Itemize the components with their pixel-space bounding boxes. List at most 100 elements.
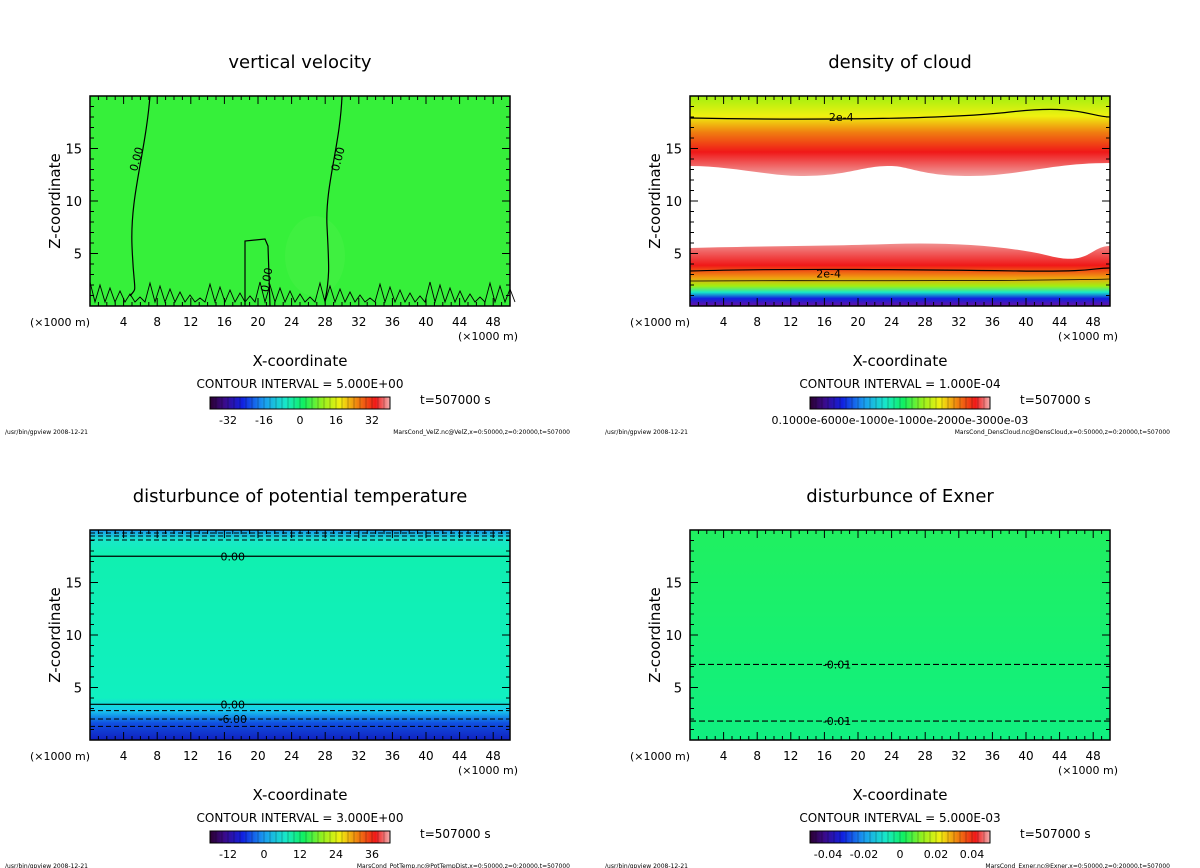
x-tick-label: 36 <box>985 315 1000 329</box>
time-label: t=507000 s <box>1020 393 1091 407</box>
footer-right: MarsCond_DensCloud.nc@DensCloud,x=0:5000… <box>955 429 1170 436</box>
x-unit-label: (×1000 m) <box>1058 330 1118 343</box>
axes: 4 8 12 16 20 24 28 32 36 40 44 4851015Z-coordinateX… <box>30 529 518 804</box>
y-tick-label: 5 <box>674 682 682 697</box>
x-tick-label: 40 <box>418 749 433 763</box>
time-label: t=507000 s <box>420 393 491 407</box>
colorbar-tick-label: -16 <box>255 414 273 427</box>
chart-title: density of cloud <box>828 52 972 73</box>
contour-label: 2e-4 <box>829 111 854 124</box>
y-tick-label: 10 <box>665 629 682 644</box>
x-tick-label: 20 <box>850 749 865 763</box>
contour-lines <box>90 532 510 727</box>
x-tick-label: 16 <box>217 315 232 329</box>
contour-label: 0.00 <box>127 146 146 173</box>
colorbar: -0.04 -0.02 0 0.02 0.04 <box>809 830 991 861</box>
x-axis-label: X-coordinate <box>253 786 348 804</box>
x-tick-label: 24 <box>884 749 899 763</box>
time-label: t=507000 s <box>1020 827 1091 841</box>
x-tick-label: 8 <box>153 315 161 329</box>
colorbar-tick-label: -12 <box>219 848 237 861</box>
colorbar: 0.1000e-6000e-1000e-1000e-2000e-3000e-03 <box>772 396 1029 427</box>
x-tick-label: 20 <box>850 315 865 329</box>
colorbar-tick-label: 12 <box>293 848 307 861</box>
x-tick-label: 32 <box>951 749 966 763</box>
x-tick-label: 36 <box>385 315 400 329</box>
colorbar-tick-label: 36 <box>365 848 379 861</box>
x-unit-label: (×1000 m) <box>1058 764 1118 777</box>
y-tick-label: 10 <box>65 629 82 644</box>
footer-left: /usr/bin/gpview 2008-12-21 <box>5 429 88 436</box>
x-tick-label: 44 <box>1052 749 1067 763</box>
colorbar: -12 0 12 24 36 <box>209 830 391 861</box>
x-tick-label: 20 <box>250 315 265 329</box>
colorbar-tick-label: 0.1000e-6000e-1000e-1000e-2000e-3000e-03 <box>772 414 1029 427</box>
x-tick-label: 12 <box>783 315 798 329</box>
contour-label: 0.00 <box>258 267 275 293</box>
time-label: t=507000 s <box>420 827 491 841</box>
x-tick-label: 48 <box>486 749 501 763</box>
contour-label: -6.00 <box>219 713 247 726</box>
x-tick-label: 44 <box>452 749 467 763</box>
footer-right: MarsCond_PotTemp.nc@PotTempDist,x=0:5000… <box>357 863 570 868</box>
axes: 4 8 12 16 20 24 28 32 36 40 44 4851015Z-coordinateX… <box>630 529 1118 804</box>
colorbar-tick-label: 16 <box>329 414 343 427</box>
x-tick-label: 28 <box>918 315 933 329</box>
cloud-lower-layer <box>690 243 1110 306</box>
x-tick-label: 8 <box>153 749 161 763</box>
x-tick-label: 32 <box>351 315 366 329</box>
contour-interval-label: CONTOUR INTERVAL = 3.000E+00 <box>197 811 404 825</box>
x-tick-label: 48 <box>486 315 501 329</box>
y-tick-label: 5 <box>74 682 82 697</box>
x-tick-label: 16 <box>817 315 832 329</box>
footer-right: MarsCond_Exner.nc@Exner,x=0:50000,z=0:20… <box>985 863 1170 868</box>
y-tick-label: 15 <box>665 577 682 592</box>
heatmap-field <box>90 530 510 740</box>
heatmap-field <box>690 96 1110 306</box>
field-fill <box>90 530 510 740</box>
x-tick-label: 36 <box>385 749 400 763</box>
y-axis-label: Z-coordinate <box>646 587 664 682</box>
y-tick-label: 10 <box>65 195 82 210</box>
contour-label: -0.01 <box>823 715 851 728</box>
x-tick-label: 8 <box>753 315 761 329</box>
contour-line <box>89 281 516 304</box>
heatmap-field <box>690 530 1110 740</box>
x-tick-label: 12 <box>783 749 798 763</box>
x-tick-label: 28 <box>318 315 333 329</box>
x-tick-label: 40 <box>1018 315 1033 329</box>
contour-lines <box>689 108 1111 282</box>
contour-lines <box>690 663 1110 722</box>
heatmap-field <box>90 96 510 306</box>
x-unit-label: (×1000 m) <box>630 316 690 329</box>
x-tick-label: 40 <box>418 315 433 329</box>
y-tick-label: 10 <box>665 195 682 210</box>
contour-line <box>129 95 151 297</box>
x-tick-label: 44 <box>452 315 467 329</box>
y-tick-label: 15 <box>65 143 82 158</box>
x-tick-label: 24 <box>284 315 299 329</box>
x-unit-label: (×1000 m) <box>458 330 518 343</box>
colorbar-tick-label: 24 <box>329 848 343 861</box>
footer-right: MarsCond_VelZ.nc@VelZ,x=0:50000,z=0:2000… <box>393 429 570 436</box>
chart-title: disturbunce of Exner <box>806 486 994 507</box>
y-axis-label: Z-coordinate <box>46 587 64 682</box>
y-axis-label: Z-coordinate <box>646 153 664 248</box>
cloud-upper-layer <box>690 96 1110 176</box>
x-tick-label: 4 <box>720 749 728 763</box>
y-tick-label: 15 <box>665 143 682 158</box>
x-tick-label: 28 <box>918 749 933 763</box>
contour-line <box>689 267 1111 272</box>
x-tick-label: 16 <box>217 749 232 763</box>
contour-line <box>689 278 1111 282</box>
contour-label: -0.01 <box>823 658 851 671</box>
x-unit-label: (×1000 m) <box>458 764 518 777</box>
contour-interval-label: CONTOUR INTERVAL = 1.000E-04 <box>799 377 1000 391</box>
contour-lines <box>89 95 516 307</box>
x-tick-label: 8 <box>753 749 761 763</box>
x-tick-label: 12 <box>183 315 198 329</box>
footer-left: /usr/bin/gpview 2008-12-21 <box>605 429 688 436</box>
x-tick-label: 24 <box>284 749 299 763</box>
x-unit-label: (×1000 m) <box>630 750 690 763</box>
colorbar-tick-label: -32 <box>219 414 237 427</box>
